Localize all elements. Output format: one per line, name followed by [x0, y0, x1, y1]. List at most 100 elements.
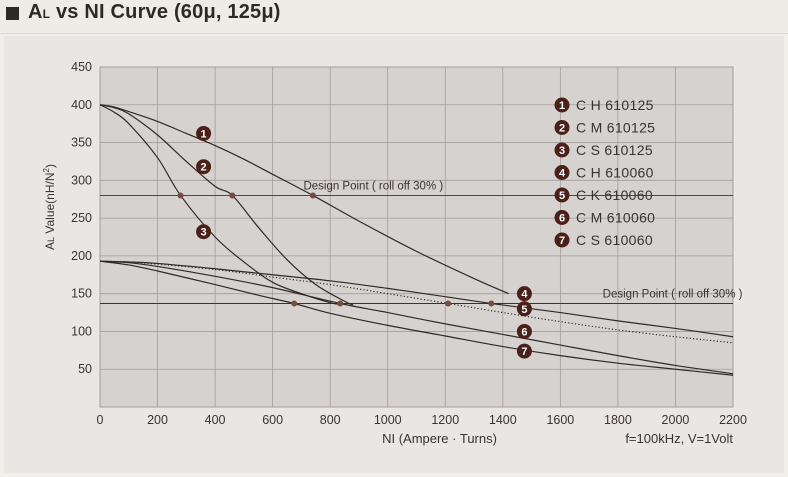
design-point-dot	[229, 192, 236, 199]
marker-badge-circle	[554, 210, 570, 225]
chart-panel: Design Point ( roll off 30% ) Design Poin…	[4, 36, 784, 473]
curve-labels: 1 2 3 4 5 6 7	[196, 125, 532, 359]
legend-entry-6: C M 610060	[576, 210, 655, 226]
marker-badge-circle	[196, 159, 212, 175]
y-tick-label: 300	[71, 173, 92, 187]
marker-badge-circle	[554, 97, 570, 113]
legend-marker-5: 5	[554, 187, 570, 203]
legend-marker-1: 1	[554, 97, 570, 113]
curve-marker-7: 7	[516, 343, 532, 359]
marker-badge-circle	[516, 343, 532, 359]
title-square-icon	[6, 7, 19, 20]
marker-badge-number: 3	[201, 227, 207, 239]
legend-entry-5: C K 610060	[576, 187, 653, 203]
design-point-dot	[177, 192, 184, 199]
curve-ch610060	[99, 260, 734, 338]
design-point-markers	[177, 192, 495, 307]
marker-badge-circle	[554, 187, 570, 203]
y-tick-label: 150	[71, 287, 92, 301]
design-point-dot	[309, 192, 316, 199]
y-tick-label: 250	[71, 211, 92, 225]
marker-badge-number: 7	[521, 346, 527, 358]
marker-badge-circle	[554, 232, 570, 248]
x-tick-label: 200	[147, 413, 168, 427]
marker-badge-number: 7	[559, 235, 565, 247]
x-tick-label: 0	[97, 413, 104, 427]
legend-marker-6: 6	[554, 210, 570, 225]
legend-entry-4: C H 610060	[576, 165, 654, 181]
marker-badge-circle	[554, 142, 570, 158]
test-conditions: f=100kHz, V=1Volt	[625, 431, 733, 446]
curve-marker-5: 5	[516, 301, 532, 317]
marker-badge-circle	[196, 224, 212, 240]
x-tick-label: 1200	[431, 413, 459, 427]
marker-badge-circle	[554, 120, 570, 135]
curves	[99, 104, 734, 376]
curve-ck610060	[99, 260, 734, 344]
y-axis-label: AL Value(nH/N2)	[42, 164, 57, 250]
x-tick-label: 1600	[546, 413, 574, 427]
marker-badge-number: 4	[521, 289, 528, 301]
marker-badge-number: 6	[559, 213, 565, 225]
y-tick-label: 200	[71, 249, 92, 263]
legend-marker-2: 2	[554, 120, 570, 135]
x-tick-label: 2200	[719, 413, 747, 427]
x-tick-label: 400	[205, 413, 226, 427]
legend-entry-2: C M 610125	[576, 120, 655, 136]
legend-marker-3: 3	[554, 142, 570, 158]
design-point-label: Design Point ( roll off 30% )	[303, 180, 443, 192]
axis-ticks: 0 200 400 600 800 1000 1200 1400 1600 1800 2000 220…	[71, 60, 747, 427]
legend-entry-3: C S 610125	[576, 142, 653, 158]
page-title: AL vs NI Curve (60μ, 125μ)	[28, 1, 281, 23]
header-divider	[0, 33, 788, 34]
marker-badge-number: 2	[559, 123, 565, 135]
x-tick-label: 600	[262, 413, 283, 427]
curve-cm610125	[99, 104, 354, 306]
y-tick-label: 100	[71, 324, 92, 338]
design-point-lines: Design Point ( roll off 30% ) Design Poin…	[100, 180, 743, 304]
y-tick-label: 450	[71, 60, 92, 74]
curve-cs610060	[99, 260, 734, 376]
marker-badge-circle	[516, 286, 532, 302]
legend-entry-1: C H 610125	[576, 97, 654, 113]
design-point-dot	[445, 300, 452, 307]
x-tick-label: 2000	[662, 413, 690, 427]
x-tick-label: 1800	[604, 413, 632, 427]
curve-marker-4: 4	[516, 286, 532, 302]
page-header: AL vs NI Curve (60μ, 125μ)	[0, 0, 788, 32]
curve-marker-1: 1	[196, 125, 212, 141]
marker-badge-number: 6	[521, 326, 527, 338]
y-tick-label: 50	[78, 362, 92, 376]
legend-entry-7: C S 610060	[576, 232, 653, 248]
x-tick-label: 1400	[489, 413, 517, 427]
design-point-dot	[337, 300, 344, 307]
legend-marker-4: 4	[554, 165, 570, 180]
marker-badge-number: 1	[559, 100, 565, 112]
curve-ch610125	[99, 104, 509, 295]
curve-marker-2: 2	[196, 159, 212, 175]
legend-marker-7: 7	[554, 232, 570, 248]
design-point-dot	[488, 300, 495, 307]
marker-badge-number: 4	[559, 168, 566, 180]
marker-badge-number: 5	[559, 190, 565, 202]
marker-badge-circle	[196, 125, 212, 141]
marker-badge-circle	[554, 165, 570, 180]
y-tick-label: 400	[71, 98, 92, 112]
grid-lines	[100, 67, 733, 407]
design-point-label: Design Point ( roll off 30% )	[603, 288, 743, 300]
legend: 1 C H 610125 2 C M 610125 3 C S 610125 4 C H 61…	[554, 97, 655, 248]
al-vs-ni-chart: Design Point ( roll off 30% ) Design Poin…	[42, 60, 747, 446]
marker-badge-number: 1	[201, 128, 207, 140]
curve-cm610060	[99, 260, 734, 375]
curve-marker-3: 3	[196, 224, 212, 240]
x-axis-label: NI (Ampere · Turns)	[382, 431, 497, 446]
marker-badge-number: 3	[559, 145, 565, 157]
y-tick-label: 350	[71, 136, 92, 150]
curve-marker-6: 6	[516, 323, 532, 339]
marker-badge-number: 5	[521, 304, 527, 316]
x-tick-label: 800	[320, 413, 341, 427]
marker-badge-circle	[516, 323, 532, 339]
marker-badge-number: 2	[201, 162, 207, 174]
design-point-dot	[291, 300, 298, 307]
x-tick-label: 1000	[374, 413, 402, 427]
